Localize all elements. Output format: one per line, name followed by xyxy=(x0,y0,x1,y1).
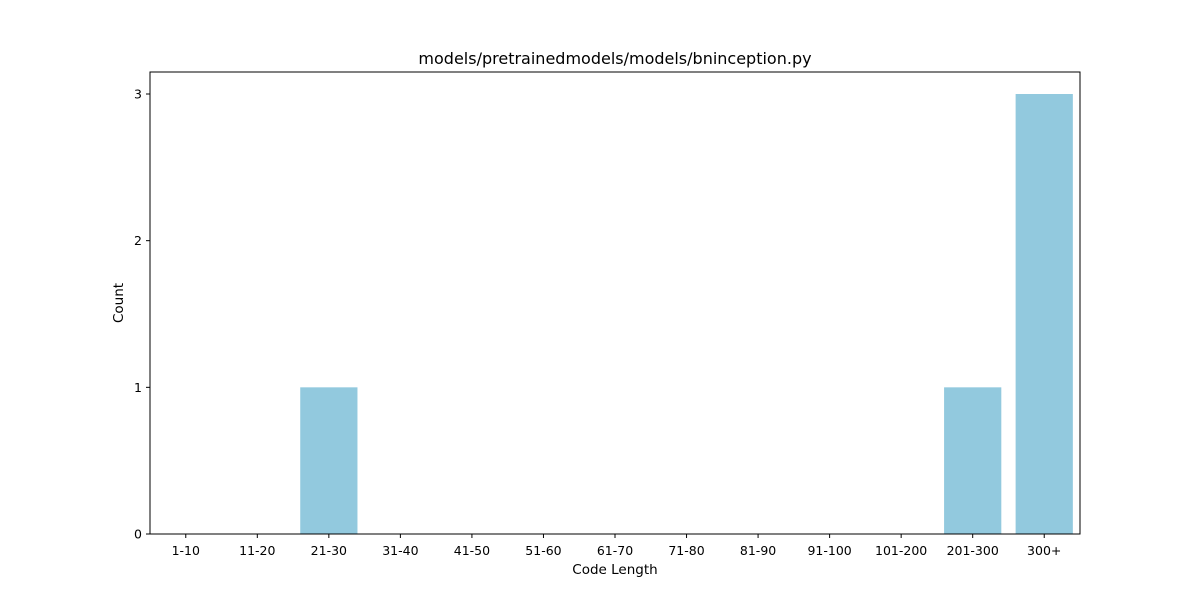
y-axis-ticks: 0 1 2 3 xyxy=(134,87,150,542)
x-tick-label: 201-300 xyxy=(947,543,999,558)
y-tick-label: 1 xyxy=(134,380,142,395)
x-tick-label: 300+ xyxy=(1027,543,1061,558)
x-axis-ticks: 1-10 11-20 21-30 31-40 41-50 51-60 61-70 71-80 8… xyxy=(172,534,1061,558)
x-axis-title: Code Length xyxy=(572,562,657,578)
y-axis-title: Count xyxy=(111,283,127,323)
x-tick-label: 91-100 xyxy=(807,543,851,558)
x-tick-label: 1-10 xyxy=(172,543,200,558)
x-tick-label: 51-60 xyxy=(525,543,561,558)
x-tick-label: 71-80 xyxy=(668,543,704,558)
x-tick-label: 101-200 xyxy=(875,543,927,558)
bar-201-300 xyxy=(944,387,1002,534)
bar-300+ xyxy=(1015,94,1073,534)
y-tick-label: 2 xyxy=(134,233,142,248)
x-tick-label: 31-40 xyxy=(382,543,418,558)
y-tick-label: 0 xyxy=(134,527,142,542)
chart-title: models/pretrainedmodels/models/bnincepti… xyxy=(418,49,811,68)
bars-group xyxy=(300,94,1073,534)
plot-frame xyxy=(149,71,1081,535)
x-tick-label: 11-20 xyxy=(239,543,275,558)
y-tick-label: 3 xyxy=(134,87,142,102)
x-tick-label: 21-30 xyxy=(311,543,347,558)
x-tick-label: 81-90 xyxy=(740,543,776,558)
bar-21-30 xyxy=(300,387,358,534)
x-tick-label: 61-70 xyxy=(597,543,633,558)
x-tick-label: 41-50 xyxy=(454,543,490,558)
